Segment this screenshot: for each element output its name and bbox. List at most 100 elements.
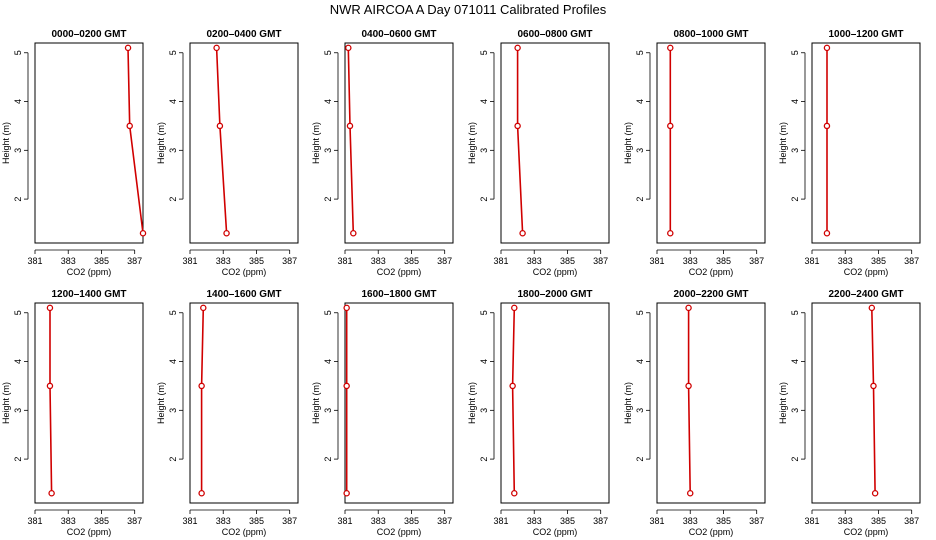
profile-point (343, 489, 350, 497)
y-tick-label: 2 (323, 457, 333, 462)
y-tick-label: 2 (13, 457, 23, 462)
profile-line (200, 307, 205, 494)
y-tick-label: 4 (635, 359, 645, 364)
plot-frame (811, 302, 921, 504)
y-tick-label: 3 (635, 408, 645, 413)
plot-frame (811, 42, 921, 244)
profile-point (685, 304, 692, 312)
plot-frame (500, 42, 610, 244)
y-axis-label: Height (m) (311, 122, 321, 164)
y-tick-label: 2 (635, 197, 645, 202)
y-tick-label: 4 (790, 359, 800, 364)
x-tick-label: 383 (216, 516, 231, 526)
chart-panel: 0600–0800 GMT 381 383 385 387 CO2 (ppm) 2 3 4 5 He… (467, 29, 610, 277)
panel-title: 0000–0200 GMT (51, 29, 126, 40)
profile-point (198, 489, 205, 497)
y-axis-label: Height (m) (156, 382, 166, 424)
profile-line (511, 307, 516, 494)
x-tick-label: 387 (437, 256, 452, 266)
profile-point (868, 304, 876, 312)
y-tick-label: 5 (635, 50, 645, 55)
chart-panel: 0800–1000 GMT 381 383 385 387 CO2 (ppm) 2 3 4 5 He… (623, 29, 766, 277)
profile-point (343, 382, 350, 390)
x-tick-label: 381 (27, 516, 42, 526)
profile-line (215, 47, 228, 234)
y-tick-label: 5 (168, 310, 178, 315)
x-tick-label: 385 (560, 256, 575, 266)
chart-panel: 0400–0600 GMT 381 383 385 387 CO2 (ppm) 2 3 4 5 He… (311, 29, 454, 277)
x-tick-label: 385 (404, 516, 419, 526)
plot-frame (656, 42, 766, 244)
y-tick-label: 3 (635, 148, 645, 153)
y-tick-label: 5 (635, 310, 645, 315)
y-tick-label: 3 (790, 408, 800, 413)
x-tick-label: 385 (716, 516, 731, 526)
x-axis-label: CO2 (ppm) (844, 527, 889, 537)
y-tick-label: 2 (323, 197, 333, 202)
x-axis-label: CO2 (ppm) (689, 527, 734, 537)
y-axis-label: Height (m) (467, 122, 477, 164)
profile-point (198, 382, 205, 390)
y-tick-label: 4 (323, 359, 333, 364)
x-axis-label: CO2 (ppm) (689, 267, 734, 277)
y-tick-label: 2 (790, 197, 800, 202)
y-tick-label: 2 (13, 197, 23, 202)
profile-point (216, 122, 224, 130)
x-tick-label: 381 (337, 256, 352, 266)
profile-point (139, 229, 147, 237)
x-tick-label: 387 (593, 256, 608, 266)
x-axis-label: CO2 (ppm) (377, 527, 422, 537)
profile-point (823, 122, 831, 130)
x-tick-label: 385 (560, 516, 575, 526)
y-tick-label: 4 (13, 99, 23, 104)
panel-title: 1600–1800 GMT (361, 289, 436, 300)
x-tick-label: 387 (749, 516, 764, 526)
y-tick-label: 2 (168, 457, 178, 462)
x-tick-label: 381 (337, 516, 352, 526)
y-tick-label: 2 (790, 457, 800, 462)
x-tick-label: 385 (716, 256, 731, 266)
y-tick-label: 5 (13, 310, 23, 315)
x-tick-label: 383 (61, 256, 76, 266)
y-tick-label: 3 (323, 408, 333, 413)
profile-point (124, 44, 132, 52)
x-tick-label: 383 (683, 256, 698, 266)
plot-frame (34, 302, 144, 504)
y-tick-label: 5 (323, 50, 333, 55)
plot-frame (34, 42, 144, 244)
y-axis-label: Height (m) (623, 122, 633, 164)
y-tick-label: 4 (479, 99, 489, 104)
profile-point (519, 229, 526, 237)
chart-panel: 2200–2400 GMT 381 383 385 387 CO2 (ppm) 2 3 4 5 He… (778, 289, 921, 537)
y-tick-label: 5 (790, 310, 800, 315)
profile-point (514, 44, 521, 52)
y-axis-label: Height (m) (156, 122, 166, 164)
x-axis-label: CO2 (ppm) (533, 527, 578, 537)
profile-point (511, 304, 518, 312)
plot-frame (189, 42, 299, 244)
profile-point (126, 122, 133, 130)
profile-line (871, 307, 876, 494)
panel-title: 1000–1200 GMT (828, 29, 903, 40)
y-tick-label: 4 (323, 99, 333, 104)
profile-point (346, 122, 354, 130)
x-axis-label: CO2 (ppm) (222, 527, 267, 537)
x-tick-label: 387 (904, 256, 919, 266)
x-axis-label: CO2 (ppm) (377, 267, 422, 277)
profile-line (687, 307, 691, 494)
x-tick-label: 383 (61, 516, 76, 526)
x-tick-label: 383 (683, 516, 698, 526)
y-tick-label: 3 (13, 408, 23, 413)
y-axis-label: Height (m) (778, 382, 788, 424)
y-tick-label: 3 (479, 148, 489, 153)
x-tick-label: 383 (371, 516, 386, 526)
chart-panel: 0200–0400 GMT 381 383 385 387 CO2 (ppm) 2 3 4 5 He… (156, 29, 299, 277)
x-tick-label: 385 (404, 256, 419, 266)
chart-panel: 1200–1400 GMT 381 383 385 387 CO2 (ppm) 2 3 4 5 He… (1, 289, 144, 537)
panel-title: 1200–1400 GMT (51, 289, 126, 300)
panel-title: 2000–2200 GMT (673, 289, 748, 300)
y-tick-label: 2 (168, 197, 178, 202)
profile-point (823, 44, 831, 52)
x-axis-label: CO2 (ppm) (533, 267, 578, 277)
